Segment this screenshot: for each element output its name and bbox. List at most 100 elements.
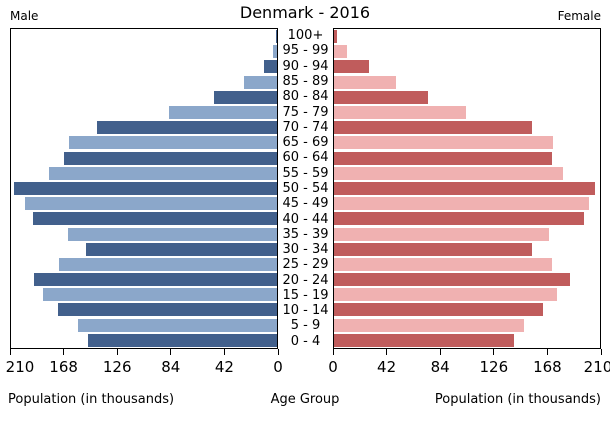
age-group-label: 25 - 29: [282, 257, 329, 273]
male-bar: [24, 197, 277, 211]
male-bar: [85, 242, 277, 256]
female-bars: [334, 29, 600, 348]
female-bar: [334, 318, 524, 332]
male-bar: [69, 136, 277, 150]
age-group-label: 85 - 89: [282, 73, 329, 89]
male-bar: [78, 318, 277, 332]
female-x-axis: 0 42 84 126 168 210: [328, 349, 610, 379]
x-axis-tick-mark: [493, 349, 495, 355]
female-bar: [334, 242, 532, 256]
male-bar: [169, 106, 277, 120]
age-group-label: 75 - 79: [282, 104, 329, 120]
age-group-label: 40 - 44: [282, 211, 329, 227]
x-axis-tick-mark: [386, 349, 388, 355]
x-axis-tick-mark: [332, 349, 334, 355]
age-group-label: 65 - 69: [282, 135, 329, 151]
female-bar: [334, 121, 532, 135]
female-bar: [334, 227, 550, 241]
female-bar: [334, 166, 564, 180]
x-axis-tick-label: 168: [49, 358, 78, 376]
chart-title: Denmark - 2016: [239, 3, 371, 22]
female-bar: [334, 257, 552, 271]
age-group-label: 15 - 19: [282, 287, 329, 303]
age-group-label: 80 - 84: [282, 89, 329, 105]
female-bar: [334, 151, 552, 165]
x-axis-tick-label: 0: [328, 358, 338, 376]
age-group-label: 35 - 39: [282, 226, 329, 242]
age-group-label: 5 - 9: [290, 318, 321, 334]
male-plot-area: [10, 28, 278, 349]
x-axis-tick-label: 126: [102, 358, 132, 376]
female-axis-title: Population (in thousands): [434, 392, 601, 407]
male-bar: [49, 166, 277, 180]
female-bar: [334, 273, 570, 287]
age-group-label: 0 - 4: [290, 333, 321, 349]
x-axis-tick-label: 42: [377, 358, 397, 376]
x-axis-tick-label: 84: [430, 358, 450, 376]
x-axis-tick-mark: [63, 349, 65, 355]
age-axis: 100+ 95 - 99 90 - 94 85 - 89 80 - 84 75 - 79 7…: [278, 28, 333, 349]
x-axis-tick-mark: [170, 349, 172, 355]
male-bar: [275, 30, 277, 44]
age-group-label: 10 - 14: [282, 303, 329, 319]
female-bar: [334, 60, 370, 74]
male-axis-title: Population (in thousands): [8, 392, 175, 407]
age-group-label: 50 - 54: [282, 180, 329, 196]
female-bar: [334, 333, 514, 347]
male-bar: [42, 288, 277, 302]
age-group-label: 100+: [287, 28, 324, 44]
x-axis-tick-label: 0: [273, 358, 283, 376]
male-bar: [273, 45, 277, 59]
male-bar: [97, 121, 277, 135]
x-axis-tick-label: 210: [583, 358, 610, 376]
male-bar: [59, 257, 277, 271]
female-bar: [334, 45, 347, 59]
age-group-label: 20 - 24: [282, 272, 329, 288]
male-bar: [57, 303, 277, 317]
age-group-label: 55 - 59: [282, 165, 329, 181]
female-bar: [334, 288, 557, 302]
x-axis-tick-mark: [600, 349, 602, 355]
female-plot-area: [333, 28, 601, 349]
x-axis-tick-label: 84: [161, 358, 181, 376]
male-bar: [33, 273, 277, 287]
male-bar: [64, 151, 277, 165]
x-axis-tick-mark: [546, 349, 548, 355]
female-bar: [334, 75, 397, 89]
male-bar: [213, 90, 277, 104]
female-bar: [334, 303, 543, 317]
female-side-label: Female: [557, 9, 601, 23]
age-group-label: 60 - 64: [282, 150, 329, 166]
age-group-axis-title: Age Group: [270, 392, 340, 407]
male-bar: [68, 227, 277, 241]
age-group-label: 95 - 99: [282, 43, 329, 59]
x-axis-tick-mark: [9, 349, 11, 355]
female-bar: [334, 136, 554, 150]
male-bar: [88, 333, 277, 347]
female-bar: [334, 30, 337, 44]
male-bar: [13, 181, 277, 195]
x-axis-tick-label: 210: [5, 358, 35, 376]
female-bar: [334, 197, 589, 211]
x-axis-tick-label: 42: [214, 358, 234, 376]
x-axis-tick-label: 126: [479, 358, 509, 376]
x-axis-tick-mark: [116, 349, 118, 355]
age-group-label: 30 - 34: [282, 242, 329, 258]
age-group-label: 70 - 74: [282, 119, 329, 135]
male-side-label: Male: [10, 9, 39, 23]
male-bar: [264, 60, 277, 74]
x-axis-tick-mark: [439, 349, 441, 355]
female-bar: [334, 212, 584, 226]
x-axis-tick-mark: [277, 349, 279, 355]
male-x-axis: 210 168 126 84 42 0: [6, 349, 283, 379]
x-axis-tick-label: 168: [533, 358, 562, 376]
female-bar: [334, 106, 466, 120]
male-bars: [11, 29, 277, 348]
female-bar: [334, 90, 428, 104]
female-bar: [334, 181, 595, 195]
age-group-label: 45 - 49: [282, 196, 329, 212]
male-bar: [32, 212, 277, 226]
x-axis-tick-mark: [223, 349, 225, 355]
age-group-label: 90 - 94: [282, 58, 329, 74]
